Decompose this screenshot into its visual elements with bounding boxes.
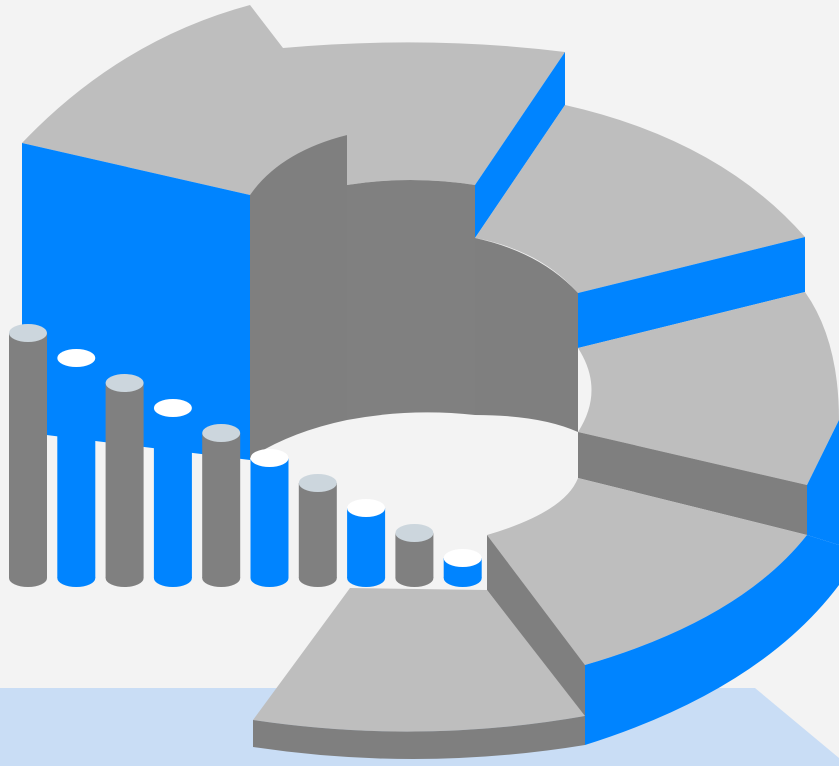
cylinder-body	[347, 508, 386, 578]
cylinder-base	[298, 569, 337, 587]
ring-wall	[347, 180, 475, 420]
cylinder-cap	[395, 524, 434, 542]
cylinder-base	[443, 569, 482, 587]
cylinder-base	[105, 569, 144, 587]
ring-top	[487, 478, 807, 665]
cylinders	[9, 324, 482, 587]
cylinder-base	[57, 569, 96, 587]
cylinder-cap	[57, 349, 96, 367]
ring-top	[475, 105, 805, 293]
ring-side	[578, 432, 807, 535]
ring-side	[253, 716, 585, 760]
cylinder-body	[57, 358, 96, 578]
cylinder-base	[202, 569, 241, 587]
cylinder-cap	[298, 474, 337, 492]
ring-wall	[475, 238, 578, 432]
cylinder-base	[347, 569, 386, 587]
ring-side	[487, 535, 585, 718]
ring-face	[578, 237, 805, 348]
ring-top	[22, 5, 565, 195]
cylinder-cap	[250, 449, 289, 467]
cylinder-body	[298, 483, 337, 578]
cylinder-body	[250, 458, 289, 578]
ring-top	[253, 588, 585, 732]
ring-face	[585, 535, 839, 745]
cylinder-base	[9, 569, 47, 587]
cylinder-base	[395, 569, 434, 587]
ring-face	[807, 420, 839, 545]
cylinder-cap	[105, 374, 144, 392]
cylinder-cap	[202, 424, 241, 442]
cylinder-cap	[347, 499, 386, 517]
cylinder-body	[105, 383, 144, 578]
cylinder-cap	[153, 399, 192, 417]
cylinder-body	[202, 433, 241, 578]
cylinder-base	[250, 569, 289, 587]
cylinder-body	[9, 333, 47, 578]
ring-wall	[250, 135, 347, 458]
cylinder-cap	[443, 549, 482, 567]
ring-face	[475, 52, 565, 238]
cylinder-cap	[9, 324, 47, 342]
cylinder-body	[153, 408, 192, 578]
cylinder-base	[153, 569, 192, 587]
ring-top	[578, 292, 839, 485]
